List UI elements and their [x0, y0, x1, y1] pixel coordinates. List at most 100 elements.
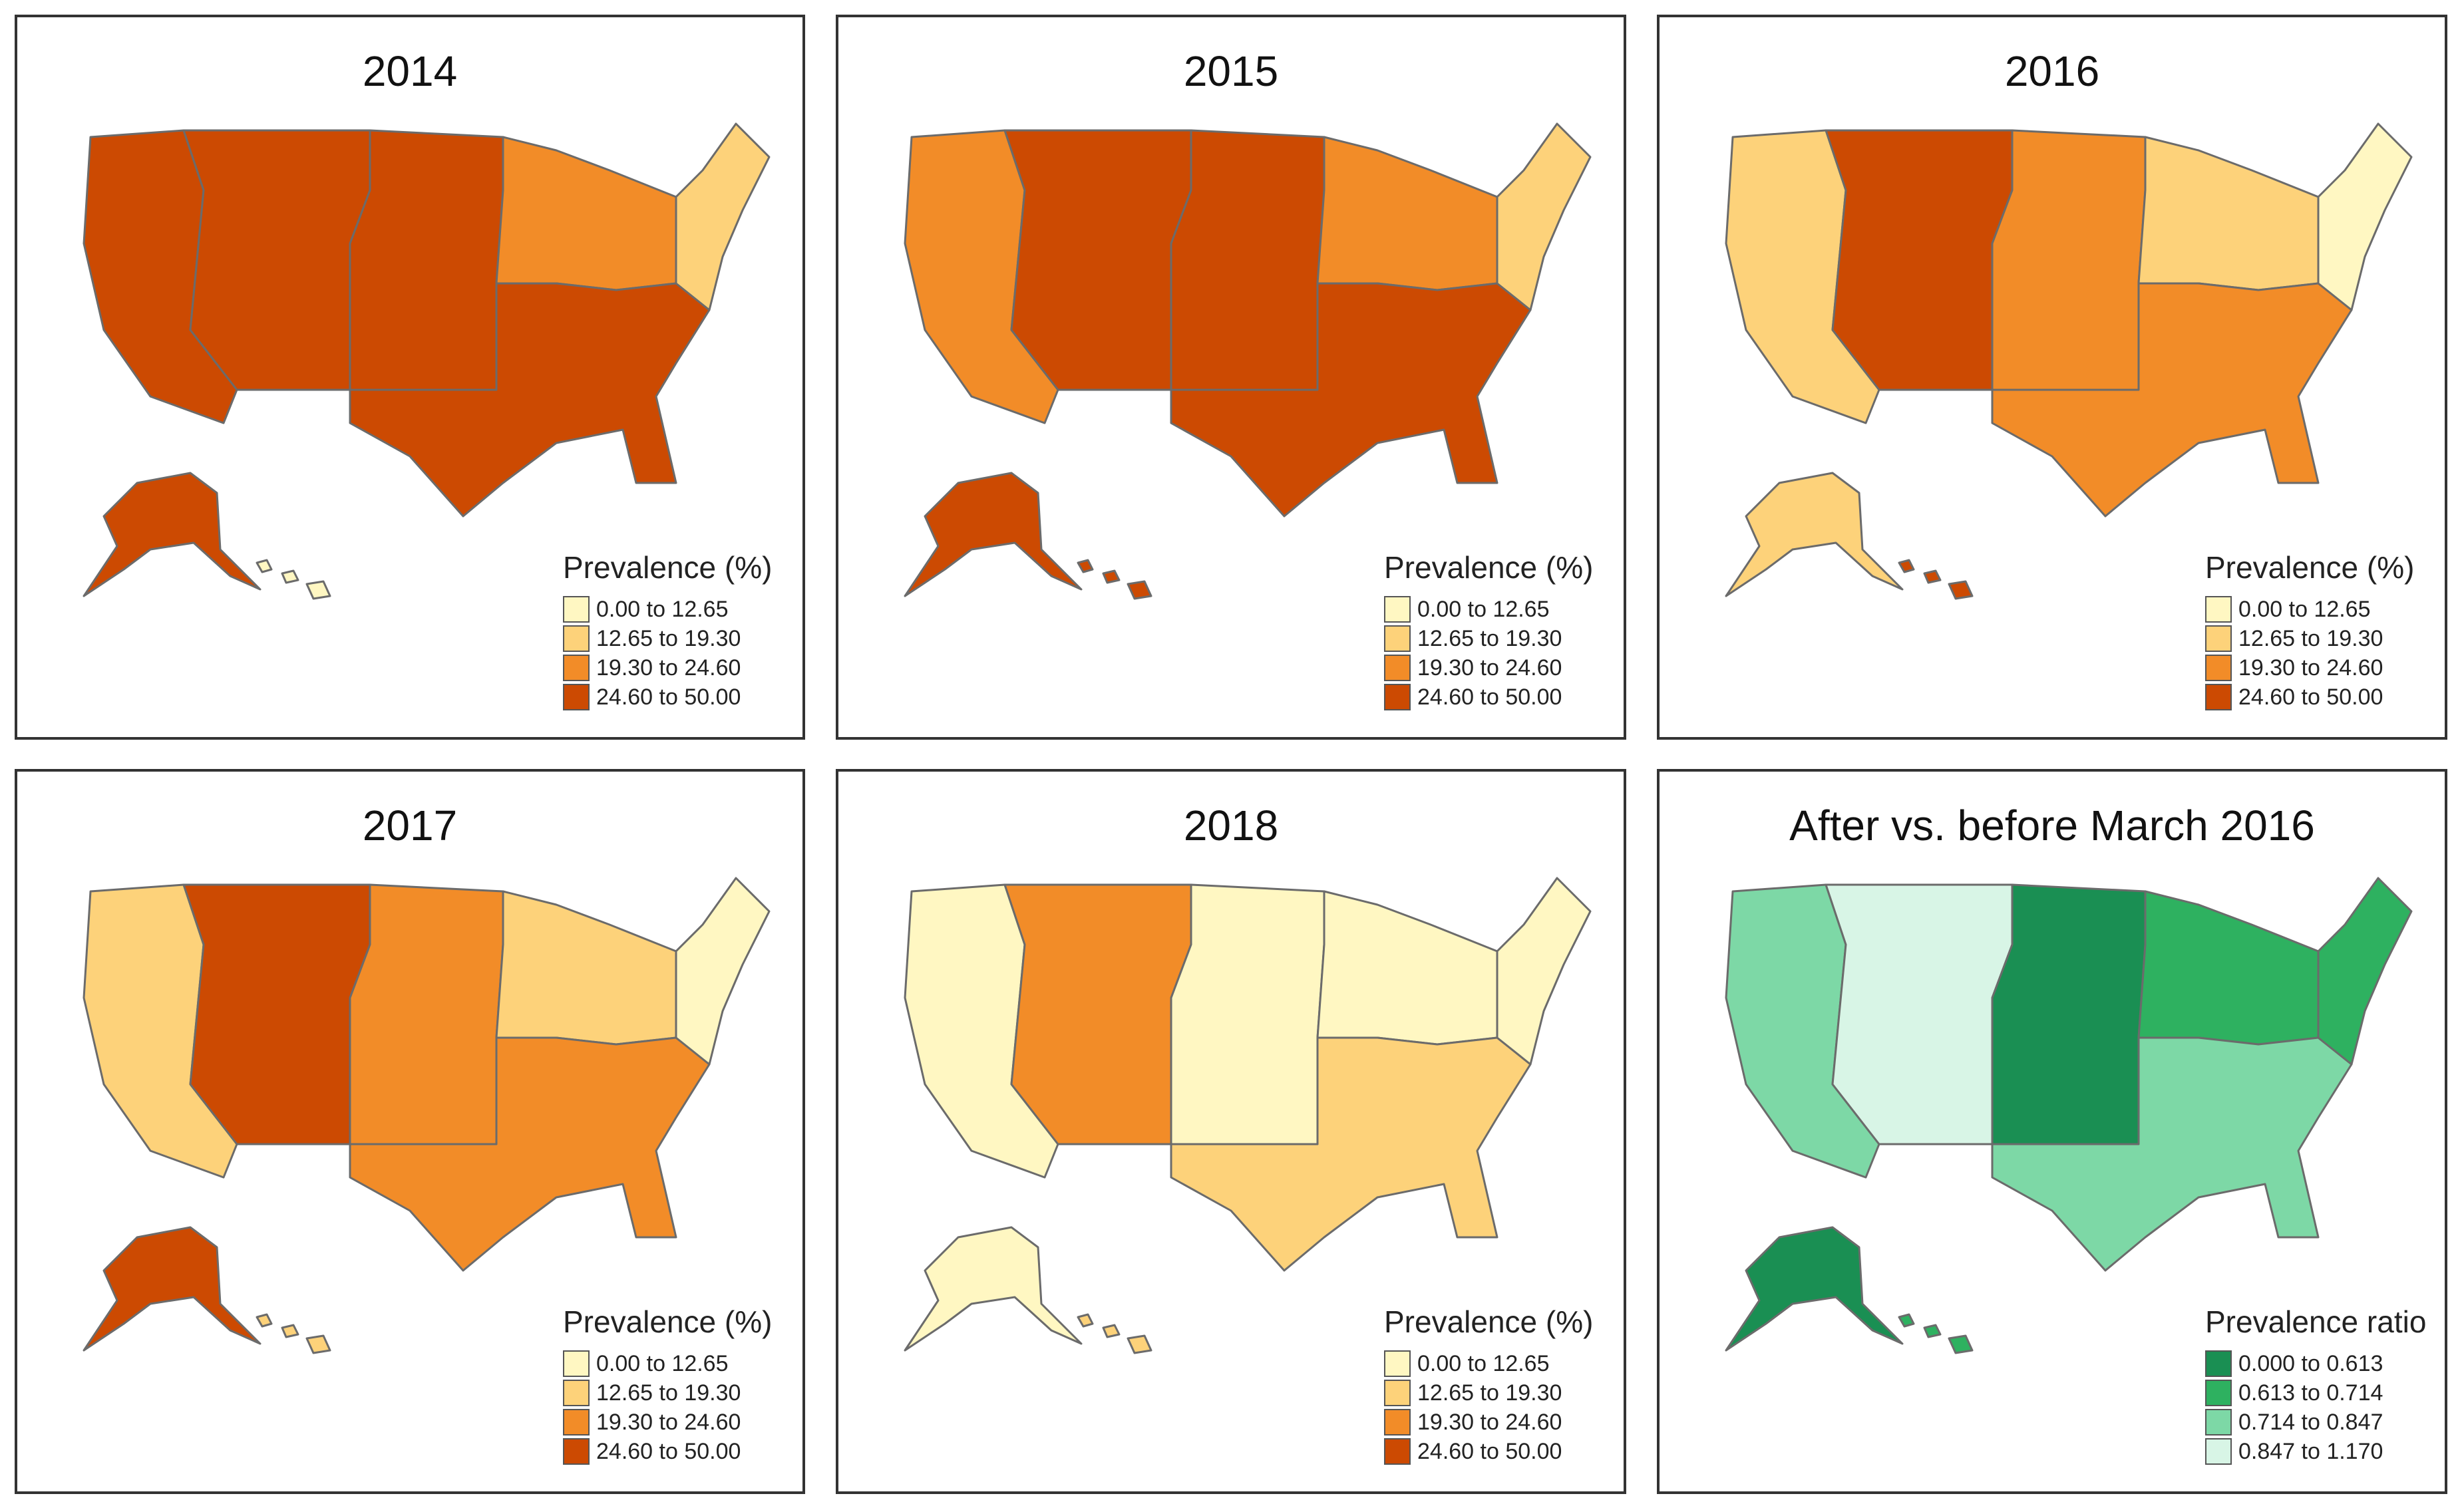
- legend-label: 19.30 to 24.60: [596, 655, 741, 680]
- legend-swatch: [563, 596, 590, 623]
- panel-title: After vs. before March 2016: [1789, 802, 2315, 849]
- legend-label: 19.30 to 24.60: [1417, 655, 1562, 680]
- map-panel: 2016 Prevalence (%) 0.00 to 12.65 12.65 …: [1657, 15, 2447, 740]
- legend-swatch: [2205, 684, 2232, 710]
- legend-item: 0.00 to 12.65: [563, 1349, 772, 1378]
- legend-label: 24.60 to 50.00: [1417, 684, 1562, 710]
- legend-item: 0.00 to 12.65: [1384, 1349, 1593, 1378]
- legend-label: 19.30 to 24.60: [1417, 1409, 1562, 1435]
- region-plains: [349, 129, 504, 391]
- legend: Prevalence (%) 0.00 to 12.65 12.65 to 19…: [563, 549, 772, 712]
- region-hawaii: [1077, 1313, 1152, 1354]
- us-map: [83, 877, 771, 1354]
- map-panel: 2014 Prevalence (%) 0.00 to 12.65 12.65 …: [15, 15, 805, 740]
- region-plains: [1170, 129, 1325, 391]
- legend-label: 12.65 to 19.30: [1417, 625, 1562, 651]
- legend-title: Prevalence (%): [563, 550, 773, 585]
- map-panel: 2015 Prevalence (%) 0.00 to 12.65 12.65 …: [836, 15, 1626, 740]
- region-plains: [1170, 883, 1325, 1145]
- legend-swatch: [563, 1438, 590, 1465]
- legend-item: 24.60 to 50.00: [1384, 682, 1593, 712]
- legend-swatch: [1384, 1380, 1411, 1406]
- legend-label: 0.00 to 12.65: [1417, 596, 1550, 622]
- legend-item: 0.00 to 12.65: [1384, 595, 1593, 624]
- legend-swatch: [563, 1409, 590, 1436]
- legend-swatch: [1384, 1409, 1411, 1436]
- legend-item: 19.30 to 24.60: [563, 653, 772, 682]
- region-midwest: [2137, 890, 2320, 1046]
- region-midwest: [1316, 890, 1498, 1046]
- legend-swatch: [563, 684, 590, 710]
- region-alaska: [904, 1226, 1083, 1352]
- legend-label: 12.65 to 19.30: [596, 625, 741, 651]
- region-midwest: [2137, 136, 2320, 291]
- legend-swatch: [563, 625, 590, 652]
- legend-title: Prevalence (%): [1384, 550, 1594, 585]
- legend: Prevalence (%) 0.00 to 12.65 12.65 to 19…: [1384, 1304, 1593, 1466]
- legend-item: 0.00 to 12.65: [2205, 595, 2414, 624]
- legend-label: 24.60 to 50.00: [596, 1438, 741, 1464]
- region-alaska: [83, 472, 262, 597]
- legend-swatch: [2205, 625, 2232, 652]
- region-northeast: [2317, 122, 2413, 311]
- region-south: [349, 282, 711, 518]
- legend-item: 0.00 to 12.65: [563, 595, 772, 624]
- legend-swatch: [2205, 1438, 2232, 1465]
- panel-title: 2014: [362, 47, 458, 95]
- region-northeast: [1496, 122, 1592, 311]
- legend-label: 0.00 to 12.65: [1417, 1350, 1550, 1376]
- legend-swatch: [563, 1350, 590, 1377]
- legend-label: 24.60 to 50.00: [2238, 684, 2383, 710]
- legend-label: 12.65 to 19.30: [2238, 625, 2383, 651]
- legend-title: Prevalence ratio: [2205, 1304, 2427, 1339]
- region-northeast: [2317, 877, 2413, 1066]
- legend-label: 0.00 to 12.65: [596, 1350, 729, 1376]
- legend: Prevalence (%) 0.00 to 12.65 12.65 to 19…: [2205, 549, 2414, 712]
- legend: Prevalence ratio 0.000 to 0.613 0.613 to…: [2205, 1304, 2426, 1466]
- legend-item: 24.60 to 50.00: [2205, 682, 2414, 712]
- region-midwest: [495, 136, 677, 291]
- legend-swatch: [2205, 1380, 2232, 1406]
- legend-label: 19.30 to 24.60: [2238, 655, 2383, 680]
- legend-label: 0.847 to 1.170: [2238, 1438, 2383, 1464]
- region-alaska: [1725, 472, 1904, 597]
- legend-swatch: [1384, 625, 1411, 652]
- panel-title: 2018: [1183, 802, 1279, 849]
- region-mountain: [1825, 883, 2014, 1145]
- legend-item: 19.30 to 24.60: [2205, 653, 2414, 682]
- legend-item: 12.65 to 19.30: [1384, 624, 1593, 653]
- region-hawaii: [1077, 559, 1152, 600]
- legend-label: 0.714 to 0.847: [2238, 1409, 2383, 1435]
- legend: Prevalence (%) 0.00 to 12.65 12.65 to 19…: [563, 1304, 772, 1466]
- region-mountain: [182, 129, 371, 391]
- legend-swatch: [1384, 655, 1411, 681]
- legend-item: 0.000 to 0.613: [2205, 1349, 2426, 1378]
- region-alaska: [83, 1226, 262, 1352]
- region-south: [1170, 282, 1532, 518]
- legend-item: 0.714 to 0.847: [2205, 1408, 2426, 1437]
- region-mountain: [1825, 129, 2014, 391]
- legend-label: 24.60 to 50.00: [596, 684, 741, 710]
- legend-item: 0.613 to 0.714: [2205, 1378, 2426, 1408]
- legend-item: 12.65 to 19.30: [563, 624, 772, 653]
- us-map: [1725, 122, 2413, 600]
- region-hawaii: [1898, 1313, 1974, 1354]
- us-map: [904, 122, 1592, 600]
- legend-item: 24.60 to 50.00: [563, 1437, 772, 1466]
- region-south: [1991, 282, 2353, 518]
- legend-title: Prevalence (%): [1384, 1304, 1594, 1339]
- us-map: [904, 877, 1592, 1354]
- map-panel: 2018 Prevalence (%) 0.00 to 12.65 12.65 …: [836, 769, 1626, 1494]
- legend-label: 24.60 to 50.00: [1417, 1438, 1562, 1464]
- region-hawaii: [256, 559, 331, 600]
- panel-title: 2016: [2004, 47, 2100, 95]
- legend-item: 19.30 to 24.60: [1384, 653, 1593, 682]
- legend-label: 19.30 to 24.60: [596, 1409, 741, 1435]
- panel-title: 2017: [362, 802, 458, 849]
- region-hawaii: [1898, 559, 1974, 600]
- region-south: [1991, 1036, 2353, 1272]
- region-plains: [1991, 129, 2147, 391]
- map-panel: After vs. before March 2016 Prevalence r…: [1657, 769, 2447, 1494]
- legend-title: Prevalence (%): [2205, 550, 2415, 585]
- region-plains: [1991, 883, 2147, 1145]
